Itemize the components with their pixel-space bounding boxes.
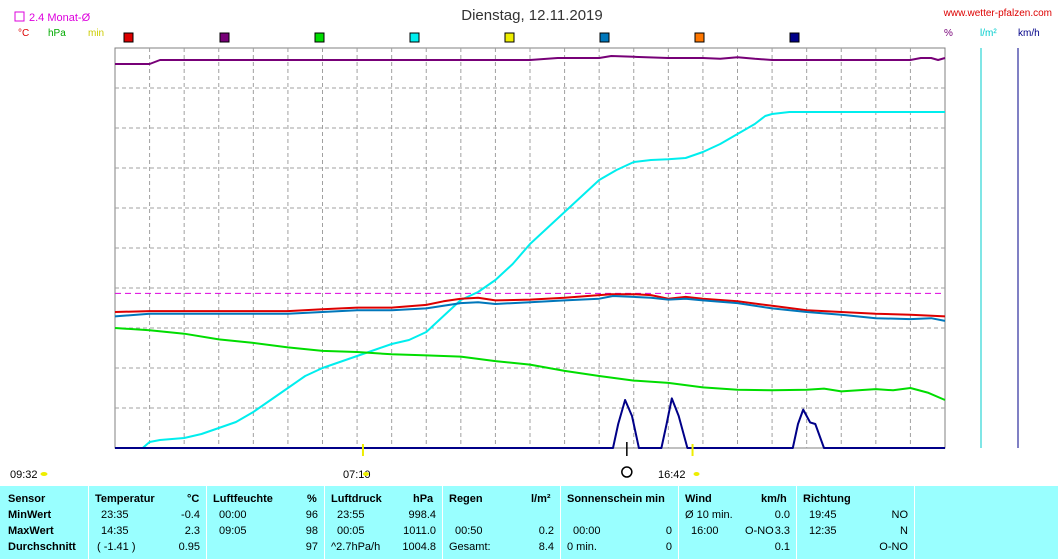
empty-column <box>914 486 1058 559</box>
pressure-column: Luftdruck hPa 23:55 998.4 00:05 1011.0 ^2.7… <box>324 486 442 559</box>
hum-unit: % <box>307 493 317 505</box>
series-line-rain <box>115 111 945 449</box>
hum-header: Luftfeuchte <box>213 493 273 505</box>
sunset-label: 16:42 <box>658 469 686 481</box>
clock-label: 09:32 <box>10 469 38 481</box>
legend-swatch <box>504 32 515 43</box>
press-unit: hPa <box>413 493 434 505</box>
row-label-avg: Durchschnitt <box>8 541 76 553</box>
rain-column: Regen l/m² 00:50 0.2 Gesamt: 8.4 <box>442 486 560 559</box>
humidity-unit-label: % <box>944 28 953 39</box>
hum-min-value: 96 <box>305 509 318 521</box>
temp-avg-note: ( -1.41 ) <box>97 541 136 553</box>
clock-sun-icon <box>40 472 48 476</box>
wind-max-value: 3.3 <box>774 525 790 537</box>
wind-avg-label: Ø 10 min. <box>685 509 733 521</box>
temp-unit: °C <box>187 493 200 505</box>
rain-total-label: Gesamt: <box>449 541 491 553</box>
press-max-time: 00:05 <box>337 525 365 537</box>
hum-max-time: 09:05 <box>219 525 247 537</box>
legend-swatch <box>219 32 230 43</box>
rain-header: Regen <box>449 493 483 505</box>
temp-unit-label: °C <box>18 28 29 39</box>
series-line-temperature <box>114 293 946 318</box>
dir-header: Richtung <box>803 493 851 505</box>
chart-title: Dienstag, 12.11.2019 <box>461 7 603 24</box>
temp-max-time: 14:35 <box>101 525 129 537</box>
chart-grid <box>114 47 946 449</box>
series-line-pressure <box>114 327 946 401</box>
sunrise-label: 07:10 <box>343 469 371 481</box>
dir-max-time: 12:35 <box>809 525 837 537</box>
wind-min-value: 0.0 <box>774 509 790 521</box>
dir-min-time: 19:45 <box>809 509 837 521</box>
temp-min-value: -0.4 <box>181 509 200 521</box>
temperature-column: Temperatur °C 23:35 -0.4 14:35 2.3 ( -1.41 … <box>88 486 206 559</box>
sun-max-time: 00:00 <box>573 525 601 537</box>
rain-max-time: 00:50 <box>455 525 483 537</box>
series-layer <box>114 55 946 449</box>
right-axes <box>980 48 1019 448</box>
wind-header: Wind <box>685 493 712 505</box>
sunrise-sun-icon <box>362 472 369 476</box>
wind-column: Wind km/h Ø 10 min. 0.0 16:00 O-NO 3.3 0.1 <box>678 486 796 559</box>
series-line-gusts <box>115 397 945 449</box>
sunset-sun-icon <box>693 472 700 476</box>
temp-avg-value: 0.95 <box>178 541 200 553</box>
temp-header: Temperatur <box>95 493 155 505</box>
dir-max-value: N <box>900 525 908 537</box>
legend-swatch <box>123 32 134 43</box>
weather-chart: Dienstag, 12.11.2019 www.wetter-pfalzen.… <box>10 7 1052 481</box>
sun-header: Sonnenschein min <box>567 493 665 505</box>
press-max-value: 1011.0 <box>403 525 436 537</box>
source-link[interactable]: www.wetter-pfalzen.com <box>943 8 1052 19</box>
row-label-min: MinWert <box>8 509 52 521</box>
sun-max-value: 0 <box>665 525 672 537</box>
legend-swatch <box>314 32 325 43</box>
dir-avg-value: O-NO <box>879 541 908 553</box>
legend-swatch <box>409 32 420 43</box>
sensor-header: Sensor <box>8 493 46 505</box>
sunshine-unit-label: min <box>88 28 104 39</box>
temp-min-time: 23:35 <box>101 509 129 521</box>
rain-max-value: 0.2 <box>538 525 554 537</box>
series-line-humidity <box>115 55 946 65</box>
hum-min-time: 00:00 <box>219 509 247 521</box>
press-min-value: 998.4 <box>408 509 436 521</box>
legend-swatch <box>789 32 800 43</box>
direction-column: Richtung 19:45 NO 12:35 N O-NO <box>796 486 914 559</box>
legend-swatch <box>694 32 705 43</box>
sensor-column: Sensor MinWert MaxWert Durchschnitt <box>0 486 88 559</box>
temp-max-value: 2.3 <box>184 525 200 537</box>
sun-total-value: 0 <box>665 541 672 553</box>
press-header: Luftdruck <box>331 493 382 505</box>
rain-unit-label: l/m² <box>980 28 997 39</box>
pressure-unit-label: hPa <box>48 28 66 39</box>
wind-avg-value: 0.1 <box>774 541 790 553</box>
wind-max-dir: O-NO <box>745 525 774 537</box>
humidity-column: Luftfeuchte% 00:00 96 09:05 98 97 <box>206 486 324 559</box>
press-avg-value: 1004.8 <box>402 541 436 553</box>
markers: 09:32 07:10 16:42 <box>10 442 700 481</box>
stats-table: Sensor MinWert MaxWert Durchschnitt Temp… <box>0 486 1058 559</box>
avg-legend-label: 2.4 Monat-Ø <box>29 12 91 24</box>
sun-total-label: 0 min. <box>567 541 597 553</box>
press-min-time: 23:55 <box>337 509 365 521</box>
series-line-dewpoint <box>114 295 946 322</box>
press-trend: ^2.7hPa/h <box>331 541 381 553</box>
avg-legend-box <box>14 11 25 22</box>
dir-min-value: NO <box>891 509 909 521</box>
legend <box>123 32 800 43</box>
hum-avg-value: 97 <box>305 541 318 553</box>
rain-total-value: 8.4 <box>538 541 554 553</box>
rain-unit: l/m² <box>531 493 551 505</box>
sunshine-column: Sonnenschein min 00:00 0 0 min. 0 <box>560 486 678 559</box>
legend-swatch <box>599 32 610 43</box>
wind-unit-label: km/h <box>1018 28 1040 39</box>
row-label-max: MaxWert <box>8 525 54 537</box>
moon-icon <box>621 466 633 478</box>
wind-max-time: 16:00 <box>691 525 719 537</box>
wind-unit: km/h <box>761 493 787 505</box>
hum-max-value: 98 <box>305 525 318 537</box>
